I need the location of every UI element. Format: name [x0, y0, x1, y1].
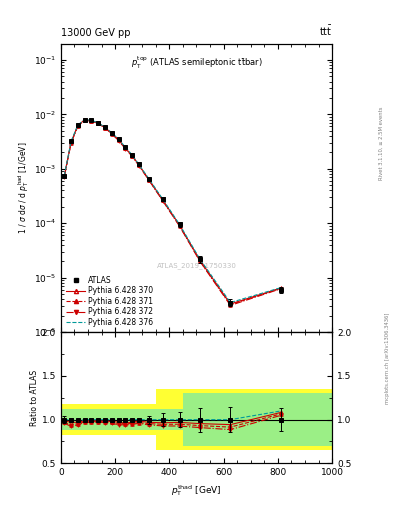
Y-axis label: Ratio to ATLAS: Ratio to ATLAS — [30, 370, 39, 426]
Text: 13000 GeV pp: 13000 GeV pp — [61, 28, 130, 38]
Text: ATLAS_2019_I1750330: ATLAS_2019_I1750330 — [156, 262, 237, 269]
Text: tt$\bar{\mathrm{t}}$: tt$\bar{\mathrm{t}}$ — [319, 25, 332, 38]
Y-axis label: 1 / $\sigma$ d$\sigma$ / d $p_\mathrm{T}^\mathrm{had}$ [1/GeV]: 1 / $\sigma$ d$\sigma$ / d $p_\mathrm{T}… — [16, 142, 31, 234]
X-axis label: $p_\mathrm{T}^\mathrm{thad}$ [GeV]: $p_\mathrm{T}^\mathrm{thad}$ [GeV] — [171, 483, 222, 498]
Legend: ATLAS, Pythia 6.428 370, Pythia 6.428 371, Pythia 6.428 372, Pythia 6.428 376: ATLAS, Pythia 6.428 370, Pythia 6.428 37… — [65, 274, 154, 328]
Text: $p_\mathrm{T}^\mathrm{top}$ (ATLAS semileptonic tt̄bar): $p_\mathrm{T}^\mathrm{top}$ (ATLAS semil… — [130, 55, 263, 71]
Text: mcplots.cern.ch [arXiv:1306.3436]: mcplots.cern.ch [arXiv:1306.3436] — [385, 313, 389, 404]
Text: Rivet 3.1.10, ≥ 2.5M events: Rivet 3.1.10, ≥ 2.5M events — [379, 106, 384, 180]
